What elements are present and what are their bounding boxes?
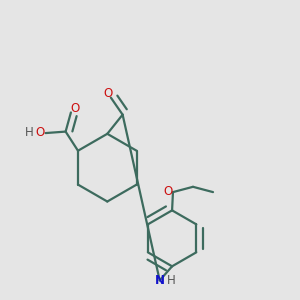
Text: H: H — [167, 274, 175, 286]
Text: O: O — [70, 102, 80, 116]
Text: O: O — [35, 126, 44, 139]
Text: O: O — [163, 185, 172, 198]
Text: H: H — [25, 126, 34, 139]
Text: N: N — [155, 274, 165, 286]
Text: O: O — [104, 87, 113, 100]
